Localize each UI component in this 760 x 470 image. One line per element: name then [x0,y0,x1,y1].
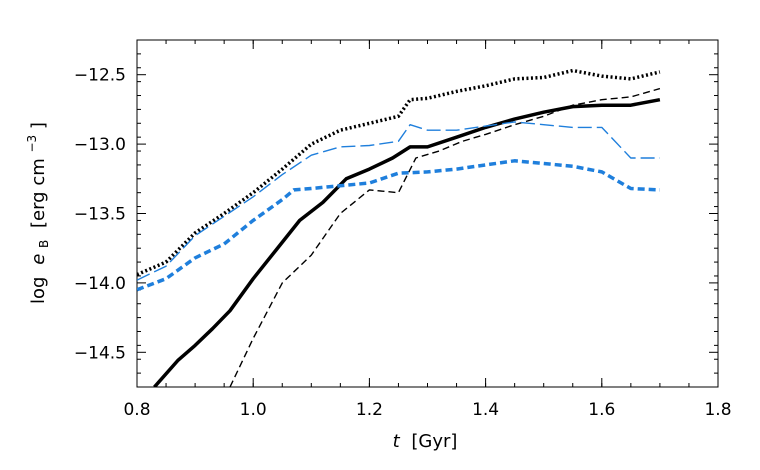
series-line-4 [137,121,660,281]
series-line-5 [137,159,660,292]
plot-area [136,39,719,388]
x-axis-title: t [Gyr] [393,431,458,452]
series-line-2 [153,97,661,387]
x-tick-label: 1.2 [356,400,383,420]
x-tick-label: 1.6 [588,400,615,420]
y-axis-title: log e B [erg cm −3 ] [20,122,53,304]
x-tick-label: 1.8 [704,400,731,420]
series-line-3 [229,87,661,387]
x-tick-label: 0.8 [123,400,150,420]
y-tick-label: −14.5 [74,343,126,363]
x-tick-label: 1.4 [472,400,499,420]
y-tick-label: −12.5 [74,66,126,86]
y-tick-label: −13.0 [74,135,126,155]
x-tick-label: 1.0 [240,400,267,420]
axis-ticks: 0.8 1.0 1.2 1.4 1.6 1.8 −14.5 −14.0 −13.5 −13.0 −1… [74,40,732,420]
series-line-1 [137,68,661,277]
y-tick-label: −13.5 [74,205,126,225]
y-tick-label: −14.0 [74,274,126,294]
series-lines [137,68,661,387]
